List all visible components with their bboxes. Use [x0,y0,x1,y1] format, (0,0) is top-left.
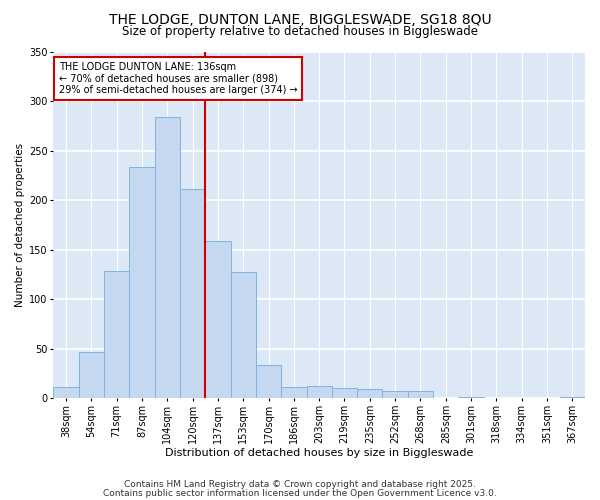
X-axis label: Distribution of detached houses by size in Biggleswade: Distribution of detached houses by size … [165,448,473,458]
Text: Size of property relative to detached houses in Biggleswade: Size of property relative to detached ho… [122,25,478,38]
Text: Contains public sector information licensed under the Open Government Licence v3: Contains public sector information licen… [103,488,497,498]
Bar [307,386,332,398]
Bar [256,364,281,398]
Bar [155,117,180,398]
Text: THE LODGE DUNTON LANE: 136sqm
← 70% of detached houses are smaller (898)
29% of : THE LODGE DUNTON LANE: 136sqm ← 70% of d… [59,62,297,95]
Bar [382,392,408,398]
Bar [53,388,79,398]
Bar [281,388,307,398]
Bar [332,388,357,398]
Bar [205,240,230,398]
Bar [79,352,104,399]
Bar [230,272,256,398]
Bar [104,272,129,398]
Text: THE LODGE, DUNTON LANE, BIGGLESWADE, SG18 8QU: THE LODGE, DUNTON LANE, BIGGLESWADE, SG1… [109,12,491,26]
Bar [180,189,205,398]
Bar [129,168,155,398]
Text: Contains HM Land Registry data © Crown copyright and database right 2025.: Contains HM Land Registry data © Crown c… [124,480,476,489]
Bar [357,390,382,398]
Y-axis label: Number of detached properties: Number of detached properties [15,143,25,307]
Bar [408,392,433,398]
